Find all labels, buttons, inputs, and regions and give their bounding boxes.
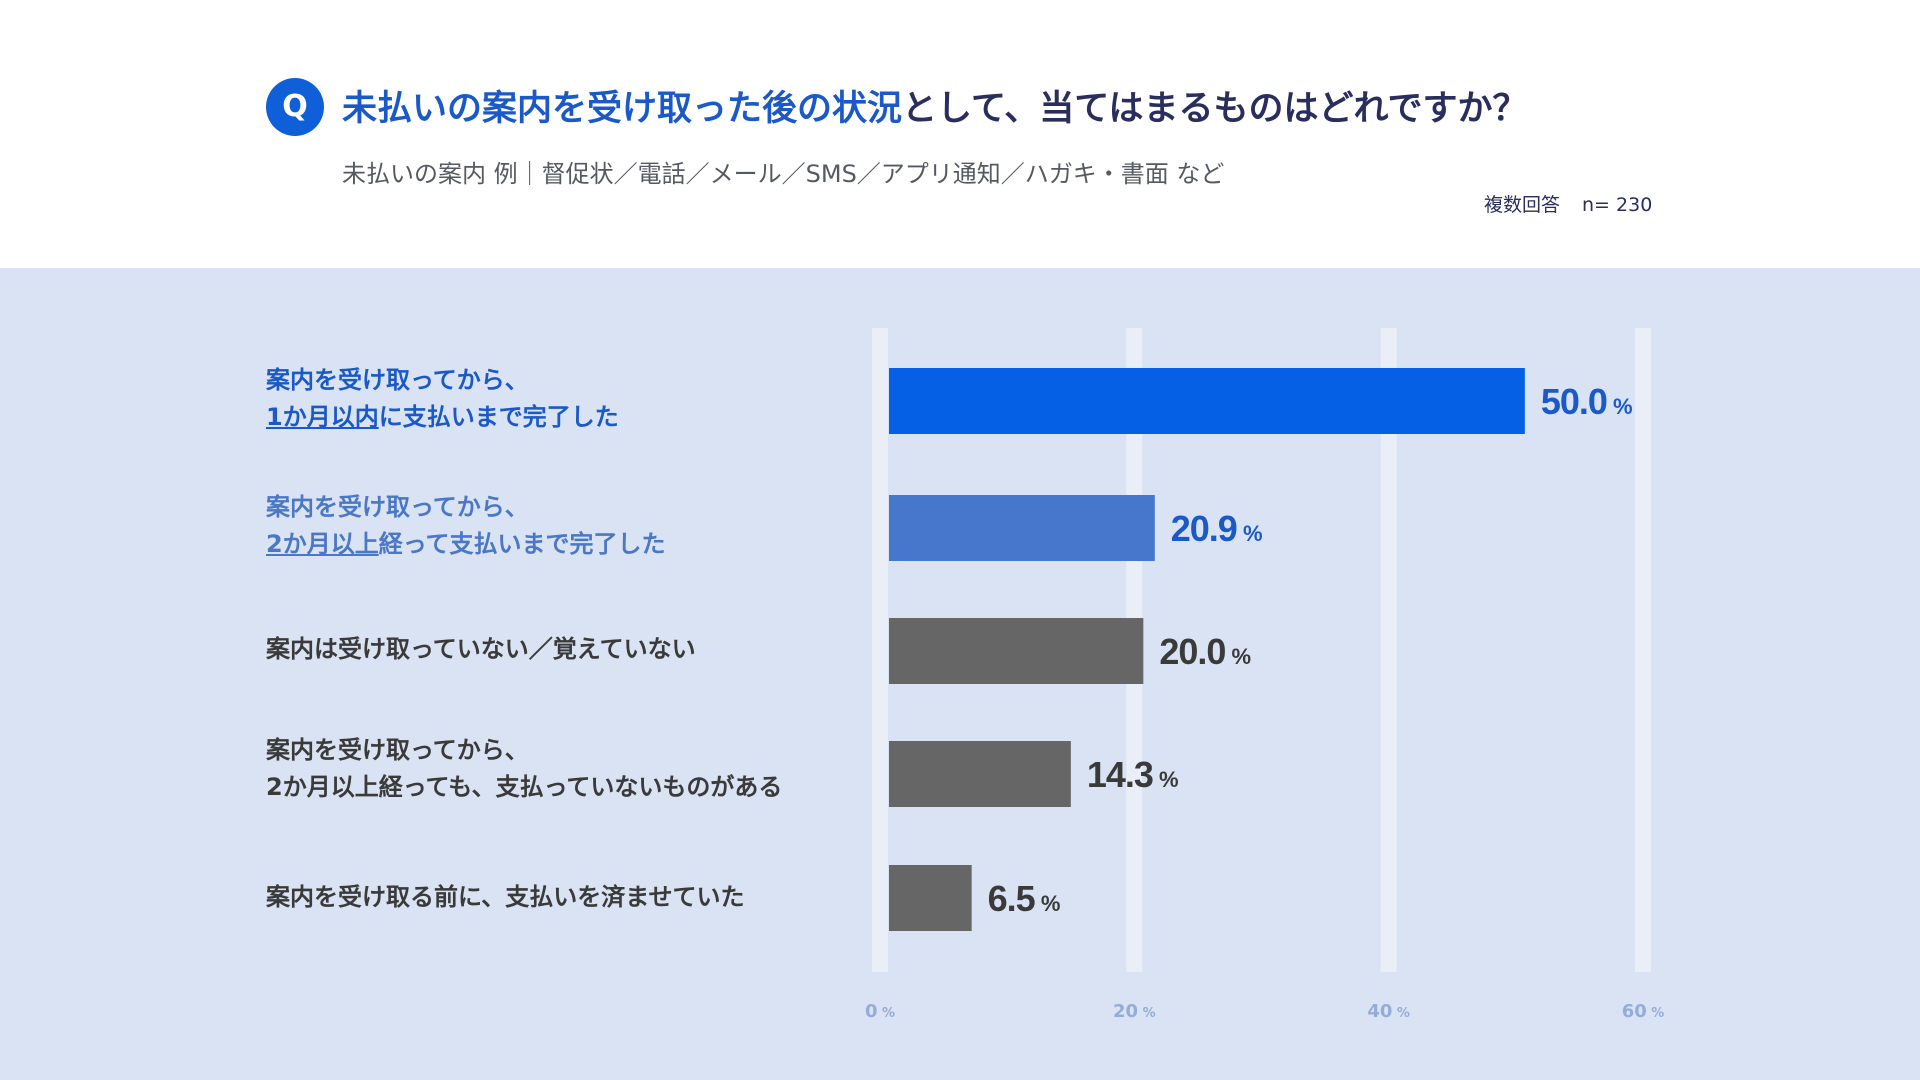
multi-answer-note: 複数回答 xyxy=(1484,194,1561,216)
bar-1 xyxy=(889,368,1525,434)
category-label-2-rest: 経って支払いまで完了した xyxy=(378,530,666,558)
x-tick-label-0: 0 % xyxy=(865,1001,895,1022)
category-label-4-line2: 2か月以上経っても、支払っていないものがある xyxy=(266,773,783,801)
value-label-5: 6.5 % xyxy=(988,878,1061,919)
category-label-1-line2: 1か月以内に支払いまで完了した xyxy=(266,399,619,436)
x-tick-label-40: 40 % xyxy=(1367,1001,1410,1022)
bar-2 xyxy=(889,495,1155,561)
category-label-1-line1: 案内を受け取ってから、 xyxy=(266,366,529,394)
category-label-5: 案内を受け取る前に、支払いを済ませていた xyxy=(266,879,745,916)
response-note: 複数回答 n= 230 xyxy=(1484,190,1652,217)
value-label-2: 20.9 % xyxy=(1171,508,1263,549)
header: Q 未払いの案内を受け取った後の状況として、当てはまるものはどれですか？ 未払い… xyxy=(0,0,1920,268)
value-label-4: 14.3 % xyxy=(1087,754,1179,795)
x-tick-label-60: 60 % xyxy=(1622,1001,1665,1022)
category-label-1-underlined: 1か月以内 xyxy=(266,403,379,431)
gridline-40 xyxy=(1380,328,1397,972)
bar-5 xyxy=(889,865,972,931)
value-label-3: 20.0 % xyxy=(1159,631,1251,672)
category-label-2: 案内を受け取ってから、 2か月以上経って支払いまで完了した xyxy=(266,489,666,563)
category-label-4: 案内を受け取ってから、 2か月以上経っても、支払っていないものがある xyxy=(266,732,782,806)
category-label-3: 案内は受け取っていない／覚えていない xyxy=(266,631,696,668)
category-label-2-line2: 2か月以上経って支払いまで完了した xyxy=(266,526,666,563)
gridline-60 xyxy=(1635,328,1651,972)
category-label-4-line1: 案内を受け取ってから、 xyxy=(266,736,529,764)
sample-size: n= 230 xyxy=(1582,194,1653,216)
category-label-1-rest: に支払いまで完了した xyxy=(378,403,619,431)
category-label-1: 案内を受け取ってから、 1か月以内に支払いまで完了した xyxy=(266,362,619,436)
title-rest: として、当てはまるものはどれですか？ xyxy=(902,89,1528,129)
subtitle: 未払いの案内 例｜督促状／電話／メール／SMS／アプリ通知／ハガキ・書面 など xyxy=(342,160,1225,188)
bar-3 xyxy=(889,618,1144,684)
page-title: 未払いの案内を受け取った後の状況として、当てはまるものはどれですか？ xyxy=(342,80,1527,131)
category-label-2-underlined: 2か月以上 xyxy=(266,530,379,558)
title-highlight: 未払いの案内を受け取った後の状況 xyxy=(342,89,903,129)
category-label-2-line1: 案内を受け取ってから、 xyxy=(266,493,529,521)
bar-4 xyxy=(889,741,1071,807)
category-label-5-line1: 案内を受け取る前に、支払いを済ませていた xyxy=(266,883,745,911)
gridline-0 xyxy=(872,328,888,972)
question-icon: Q xyxy=(266,78,324,136)
value-label-1: 50.0 % xyxy=(1541,381,1633,422)
x-tick-label-20: 20 % xyxy=(1113,1001,1156,1022)
category-label-3-line1: 案内は受け取っていない／覚えていない xyxy=(266,635,696,663)
